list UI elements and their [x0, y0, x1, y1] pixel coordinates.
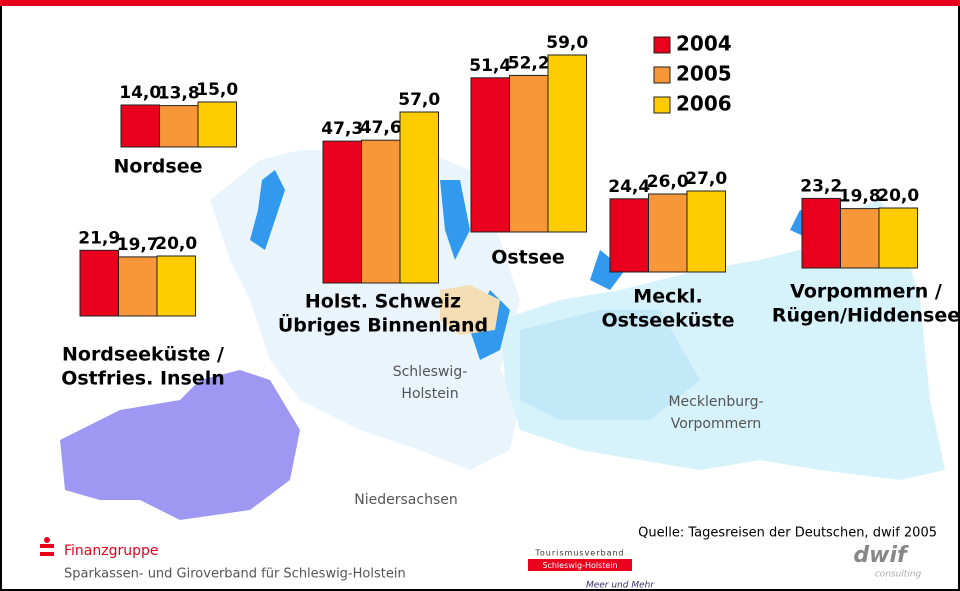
map-label: Vorpommern — [671, 416, 762, 432]
bar — [79, 249, 119, 317]
region-label: Ostfries. Inseln — [61, 368, 225, 390]
sparkasse-logo — [40, 537, 54, 556]
region-label: Rügen/Hiddensee — [772, 305, 960, 327]
bar — [609, 198, 649, 273]
value-label: 59,0 — [546, 33, 588, 53]
bar — [648, 193, 688, 273]
bar — [159, 105, 199, 148]
bar — [801, 197, 841, 269]
tourism-line2: Schleswig-Holstein — [542, 561, 617, 570]
value-label: 20,0 — [155, 234, 197, 254]
value-label: 21,9 — [78, 228, 120, 248]
top-bar — [0, 0, 960, 6]
value-label: 26,0 — [647, 172, 689, 192]
value-label: 14,0 — [119, 83, 161, 103]
dwif: dwif — [853, 543, 909, 568]
mv-west — [520, 310, 700, 420]
bar — [399, 111, 439, 284]
schleswig-holstein — [210, 150, 520, 470]
niedersachsen-coast — [60, 370, 300, 520]
bar — [322, 140, 362, 284]
legend-label: 2005 — [676, 62, 732, 86]
region-label: Nordseeküste / — [62, 344, 224, 366]
value-label: 20,0 — [877, 186, 919, 206]
bar — [120, 104, 160, 148]
region-label: Übriges Binnenland — [278, 313, 488, 337]
map-label: Schleswig- — [393, 364, 468, 380]
legend-label: 2006 — [676, 92, 732, 116]
bar — [361, 139, 401, 284]
region-label: Nordsee — [113, 156, 202, 178]
org: Sparkassen- und Giroverband für Schleswi… — [64, 567, 406, 582]
value-label: 51,4 — [469, 56, 511, 76]
bar — [878, 207, 918, 269]
legend-swatch — [653, 66, 671, 84]
tourism-band — [528, 559, 632, 571]
value-label: 15,0 — [196, 80, 238, 100]
value-label: 23,2 — [800, 176, 842, 196]
legend-swatch — [653, 36, 671, 54]
value-label: 57,0 — [398, 90, 440, 110]
region-label: Meckl. — [633, 286, 702, 308]
region-label: Vorpommern / — [790, 281, 942, 303]
value-label: 27,0 — [685, 169, 727, 189]
map-label: Niedersachsen — [354, 492, 457, 508]
tourism-slogan: Meer und Mehr — [586, 581, 655, 591]
value-label: 19,7 — [117, 235, 159, 255]
footer: Finanzgruppe Sparkassen- und Giroverband… — [40, 526, 937, 591]
value-label: 47,6 — [360, 118, 402, 138]
bar — [547, 54, 587, 233]
bar — [118, 256, 158, 317]
bar — [840, 208, 880, 269]
source: Quelle: Tagesreisen der Deutschen, dwif … — [638, 526, 937, 541]
map-label: Mecklenburg- — [668, 394, 763, 410]
bar — [509, 74, 549, 233]
bar — [197, 101, 237, 148]
region-label: Ostsee — [491, 247, 565, 269]
map-label: Holstein — [401, 386, 458, 402]
value-label: 52,2 — [508, 53, 550, 73]
holsteinische-schweiz — [440, 285, 500, 335]
legend-label: 2004 — [676, 32, 732, 56]
brand: Finanzgruppe — [64, 543, 159, 559]
value-label: 47,3 — [321, 119, 363, 139]
region-label: Holst. Schweiz — [305, 291, 461, 313]
value-label: 24,4 — [608, 177, 650, 197]
legend-swatch — [653, 96, 671, 114]
bar — [470, 77, 510, 233]
region-label: Ostseeküste — [601, 310, 734, 332]
bar — [156, 255, 196, 317]
tourism-line1: Tourismusverband — [534, 549, 624, 558]
value-label: 19,8 — [839, 187, 881, 207]
bar — [686, 190, 726, 273]
value-label: 13,8 — [158, 84, 200, 104]
map — [60, 150, 945, 520]
dwif-sub: consulting — [875, 570, 922, 580]
